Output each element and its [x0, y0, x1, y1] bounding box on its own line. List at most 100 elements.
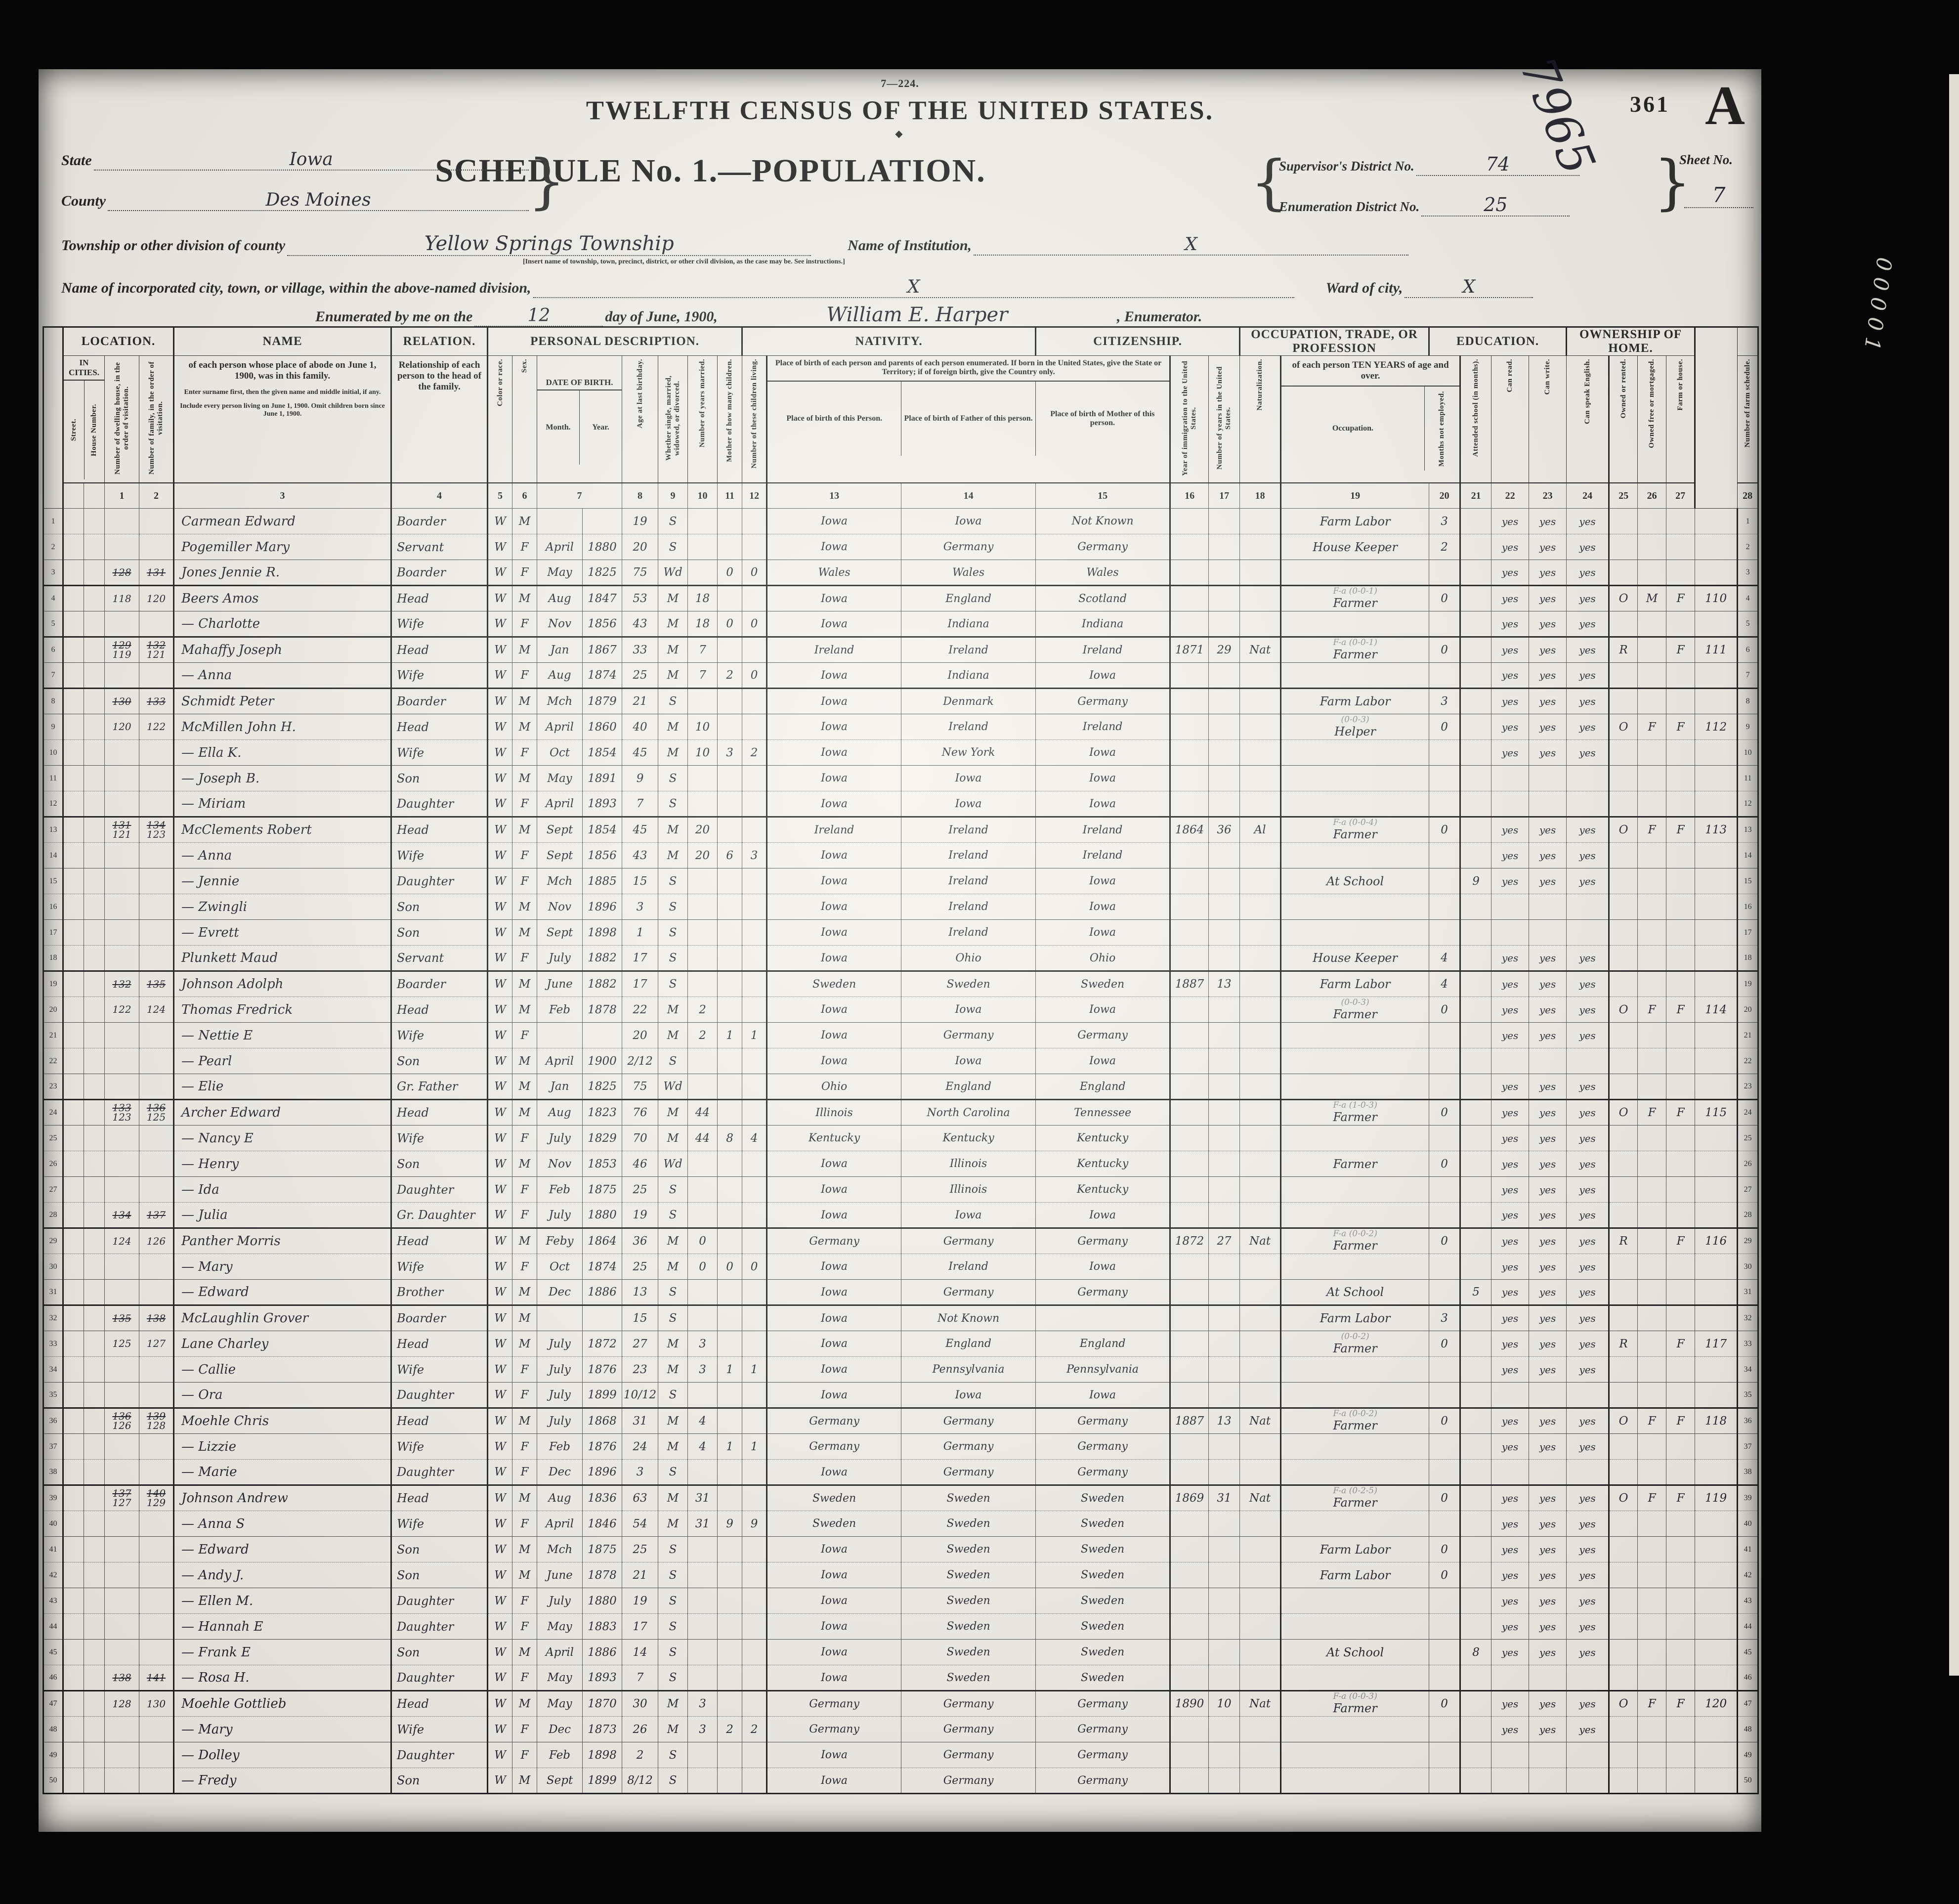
- cell-naturalization: [1239, 739, 1281, 766]
- cell-occupation: F-a (0-0-3) Farmer: [1280, 1690, 1430, 1717]
- cell-birth-year: 1898: [582, 1742, 623, 1768]
- cell-attended-school: [1459, 945, 1492, 972]
- cell-immigration-year: [1169, 662, 1209, 689]
- cell-naturalization: [1239, 1742, 1281, 1768]
- cell-birthplace-father: Iowa: [901, 1382, 1036, 1409]
- cell-owned-or-rented: O: [1608, 1099, 1638, 1125]
- name-sub: of each person whose place of abode on J…: [188, 360, 377, 381]
- cell-birthplace-mother: Ireland: [1035, 637, 1171, 663]
- cell-months-not-employed: [1429, 1588, 1461, 1614]
- cell-family-number: [138, 1588, 174, 1614]
- cell-birth-month: July: [537, 1356, 583, 1383]
- cell-can-write: yes: [1529, 971, 1567, 997]
- cell-birthplace-person: Iowa: [766, 1356, 902, 1383]
- cell-street: [62, 1202, 84, 1229]
- line-number-right: 4: [1737, 585, 1759, 611]
- cell-marital-status: S: [658, 971, 688, 997]
- cell-children-living: [742, 688, 767, 714]
- relation-sub: Relationship of each person to the head …: [397, 360, 481, 392]
- cell-color-race: W: [487, 842, 513, 868]
- cell-birthplace-father: Germany: [901, 1433, 1036, 1460]
- cell-can-speak-english: yes: [1566, 560, 1610, 586]
- cell-attended-school: [1459, 1254, 1492, 1280]
- cell-relation: Son: [390, 919, 488, 946]
- cell-can-write: yes: [1529, 1125, 1567, 1151]
- cell-sex: F: [512, 1613, 538, 1640]
- cell-name: Schmidt Peter: [173, 688, 392, 714]
- cell-occupation: [1280, 1511, 1430, 1537]
- cell-can-speak-english: [1566, 1048, 1610, 1074]
- cell-owned-free-or-mortgaged: [1637, 1305, 1667, 1331]
- cell-naturalization: [1239, 1665, 1281, 1691]
- cell-birthplace-mother: England: [1035, 1074, 1171, 1100]
- cell-color-race: W: [487, 919, 513, 946]
- cell-relation: Daughter: [390, 1382, 488, 1409]
- cell-owned-free-or-mortgaged: F: [1637, 1485, 1667, 1511]
- cell-years-married: [687, 945, 718, 972]
- cell-relation: Wife: [390, 1254, 488, 1280]
- cell-farm-or-house: [1666, 1305, 1696, 1331]
- cell-farm-schedule-number: [1695, 1665, 1738, 1691]
- cell-can-read: [1491, 1742, 1530, 1768]
- line-number-right: 10: [1737, 739, 1759, 766]
- section-name: NAME: [173, 327, 392, 356]
- cell-owned-free-or-mortgaged: [1637, 765, 1667, 791]
- cell-marital-status: M: [658, 1099, 688, 1125]
- cell-naturalization: [1239, 1639, 1281, 1665]
- cell-owned-or-rented: [1608, 1176, 1638, 1203]
- cell-owned-or-rented: [1608, 1022, 1638, 1048]
- cell-age: 31: [622, 1408, 659, 1434]
- cell-dwelling-number: [104, 1639, 139, 1665]
- enumerated-prefix: Enumerated by me on the: [315, 308, 473, 325]
- cell-birth-month: Sept: [537, 817, 583, 843]
- cell-attended-school: [1459, 1356, 1492, 1383]
- cell-farm-schedule-number: [1695, 1022, 1738, 1048]
- cell-name: Thomas Fredrick: [173, 996, 392, 1023]
- cell-birthplace-person: Sweden: [766, 1511, 902, 1537]
- cell-months-not-employed: 0: [1429, 1536, 1461, 1562]
- cell-children-living: [742, 1176, 767, 1203]
- occupation-value: Farm Labor: [1320, 1568, 1391, 1582]
- cell-children-living: 0: [742, 611, 767, 638]
- line-number-left: 21: [43, 1022, 63, 1048]
- cell-name: — Joseph B.: [173, 765, 392, 791]
- cell-can-write: [1529, 1382, 1567, 1409]
- cell-birthplace-person: Germany: [766, 1228, 902, 1254]
- cell-name: — Fredy: [173, 1768, 392, 1794]
- line-number-left: 31: [43, 1279, 63, 1306]
- cell-immigration-year: 1869: [1169, 1485, 1209, 1511]
- family-value: 126: [146, 1235, 166, 1247]
- cell-relation: Boarder: [390, 560, 488, 586]
- cell-naturalization: [1239, 1279, 1281, 1306]
- cell-birth-year: 1829: [582, 1125, 623, 1151]
- cell-dwelling-number: [104, 765, 139, 791]
- cell-can-read: [1491, 1382, 1530, 1409]
- cell-birthplace-person: Iowa: [766, 996, 902, 1023]
- line-number-right: 11: [1737, 765, 1759, 791]
- cell-children-living: 1: [742, 1433, 767, 1460]
- cell-immigration-year: [1169, 714, 1209, 740]
- cell-birthplace-mother: Iowa: [1035, 996, 1171, 1023]
- cell-age: 43: [622, 611, 659, 638]
- cell-mother-of-children: [717, 714, 743, 740]
- cell-age: 23: [622, 1356, 659, 1383]
- line-number-left: 5: [43, 611, 63, 638]
- cell-can-read: yes: [1491, 945, 1530, 972]
- cell-mother-of-children: [717, 996, 743, 1023]
- cell-farm-or-house: F: [1666, 1408, 1696, 1434]
- cell-family-number: 120: [138, 585, 174, 611]
- cell-mother-of-children: 2: [717, 662, 743, 689]
- cell-birth-year: 1886: [582, 1279, 623, 1306]
- cell-owned-free-or-mortgaged: F: [1637, 996, 1667, 1023]
- cell-farm-or-house: [1666, 945, 1696, 972]
- cell-name: — Pearl: [173, 1048, 392, 1074]
- cell-house-number: [84, 1639, 105, 1665]
- cell-months-not-employed: [1429, 868, 1461, 894]
- cell-marital-status: S: [658, 508, 688, 534]
- colnum-17: 17: [1208, 482, 1240, 509]
- institution-value: X: [1185, 234, 1197, 255]
- cell-farm-or-house: [1666, 1639, 1696, 1665]
- cell-birthplace-person: Iowa: [766, 1382, 902, 1409]
- cell-occupation: [1280, 1459, 1430, 1486]
- cell-sex: M: [512, 971, 538, 997]
